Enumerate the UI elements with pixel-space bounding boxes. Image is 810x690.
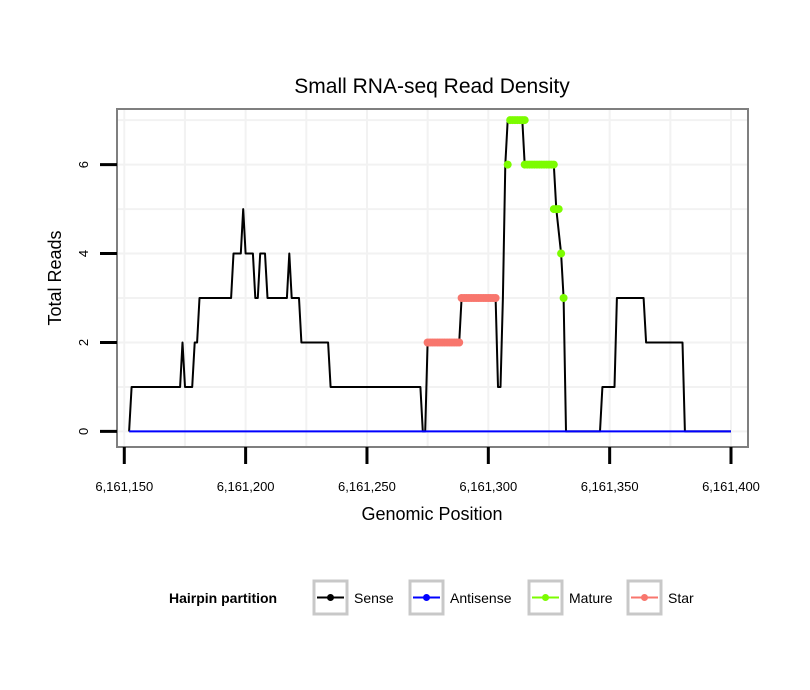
series-line-sense — [128, 119, 731, 433]
legend: Hairpin partition Sense Antisense Mature St… — [169, 579, 694, 616]
data-point-mature — [554, 205, 563, 214]
y-tick-label: 4 — [76, 250, 91, 257]
x-axis-label: Genomic Position — [361, 504, 502, 524]
legend-item-mature: Mature — [527, 579, 613, 616]
legend-key-point — [641, 594, 648, 601]
y-tick-label: 2 — [76, 339, 91, 346]
x-tick-label: 6,161,250 — [338, 479, 396, 494]
data-point-star — [455, 338, 464, 347]
legend-title: Hairpin partition — [169, 590, 277, 606]
data-point-mature — [520, 116, 529, 125]
legend-key-point — [423, 594, 430, 601]
legend-key-point — [327, 594, 334, 601]
x-tick-label: 6,161,400 — [702, 479, 760, 494]
legend-item-sense: Sense — [312, 579, 394, 616]
legend-key-point — [542, 594, 549, 601]
points-layer — [423, 116, 568, 347]
x-tick-label: 6,161,200 — [217, 479, 275, 494]
data-point-mature — [503, 160, 512, 169]
x-tick-label: 6,161,150 — [95, 479, 153, 494]
legend-label: Mature — [569, 590, 613, 606]
data-point-mature — [557, 249, 566, 258]
y-axis-label: Total Reads — [45, 230, 65, 325]
series-layer — [128, 119, 731, 433]
y-tick-label: 6 — [76, 161, 91, 168]
chart-title: Small RNA-seq Read Density — [294, 75, 570, 98]
data-point-mature — [559, 294, 568, 302]
x-tick-label: 6,161,300 — [459, 479, 517, 494]
legend-label: Star — [668, 590, 694, 606]
y-tick-label: 0 — [76, 428, 91, 435]
legend-item-antisense: Antisense — [408, 579, 512, 616]
legend-label: Antisense — [450, 590, 512, 606]
grid — [117, 109, 748, 447]
data-point-star — [491, 294, 500, 302]
x-tick-label: 6,161,350 — [581, 479, 639, 494]
legend-label: Sense — [354, 590, 394, 606]
plot-panel-border — [116, 108, 749, 448]
data-point-mature — [549, 160, 558, 169]
axes: 6,161,150 6,161,200 6,161,250 6,161,300 6,16… — [76, 161, 760, 494]
legend-item-star: Star — [626, 579, 694, 616]
